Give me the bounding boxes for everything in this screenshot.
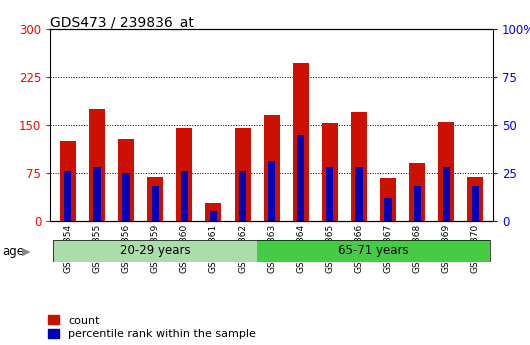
Bar bbox=[380, 178, 396, 221]
Bar bbox=[293, 62, 309, 221]
Bar bbox=[118, 139, 134, 221]
Bar bbox=[60, 141, 76, 221]
Legend: count, percentile rank within the sample: count, percentile rank within the sample bbox=[48, 315, 256, 339]
Bar bbox=[351, 112, 367, 221]
Bar bbox=[413, 186, 421, 221]
Bar bbox=[268, 161, 275, 221]
Bar bbox=[472, 186, 479, 221]
Bar bbox=[239, 171, 246, 221]
Bar bbox=[181, 171, 188, 221]
Bar bbox=[206, 203, 222, 221]
Bar bbox=[384, 198, 392, 221]
Bar bbox=[53, 240, 257, 262]
Bar bbox=[147, 177, 163, 221]
Bar bbox=[297, 135, 304, 221]
Text: age: age bbox=[3, 245, 25, 258]
Bar bbox=[438, 122, 454, 221]
Bar bbox=[355, 167, 363, 221]
Text: GDS473 / 239836_at: GDS473 / 239836_at bbox=[50, 16, 194, 30]
Text: ▶: ▶ bbox=[22, 247, 31, 257]
Bar bbox=[89, 109, 105, 221]
Bar bbox=[234, 128, 251, 221]
Text: 20-29 years: 20-29 years bbox=[120, 245, 190, 257]
Bar bbox=[122, 173, 130, 221]
Bar bbox=[93, 167, 101, 221]
Bar bbox=[322, 123, 338, 221]
Bar bbox=[152, 186, 159, 221]
Bar bbox=[210, 211, 217, 221]
Bar bbox=[409, 164, 425, 221]
Bar bbox=[326, 167, 333, 221]
Bar bbox=[443, 167, 450, 221]
Text: 65-71 years: 65-71 years bbox=[338, 245, 409, 257]
Bar bbox=[467, 177, 483, 221]
Bar bbox=[263, 116, 280, 221]
Bar bbox=[64, 171, 72, 221]
Bar bbox=[176, 128, 192, 221]
Bar bbox=[257, 240, 490, 262]
